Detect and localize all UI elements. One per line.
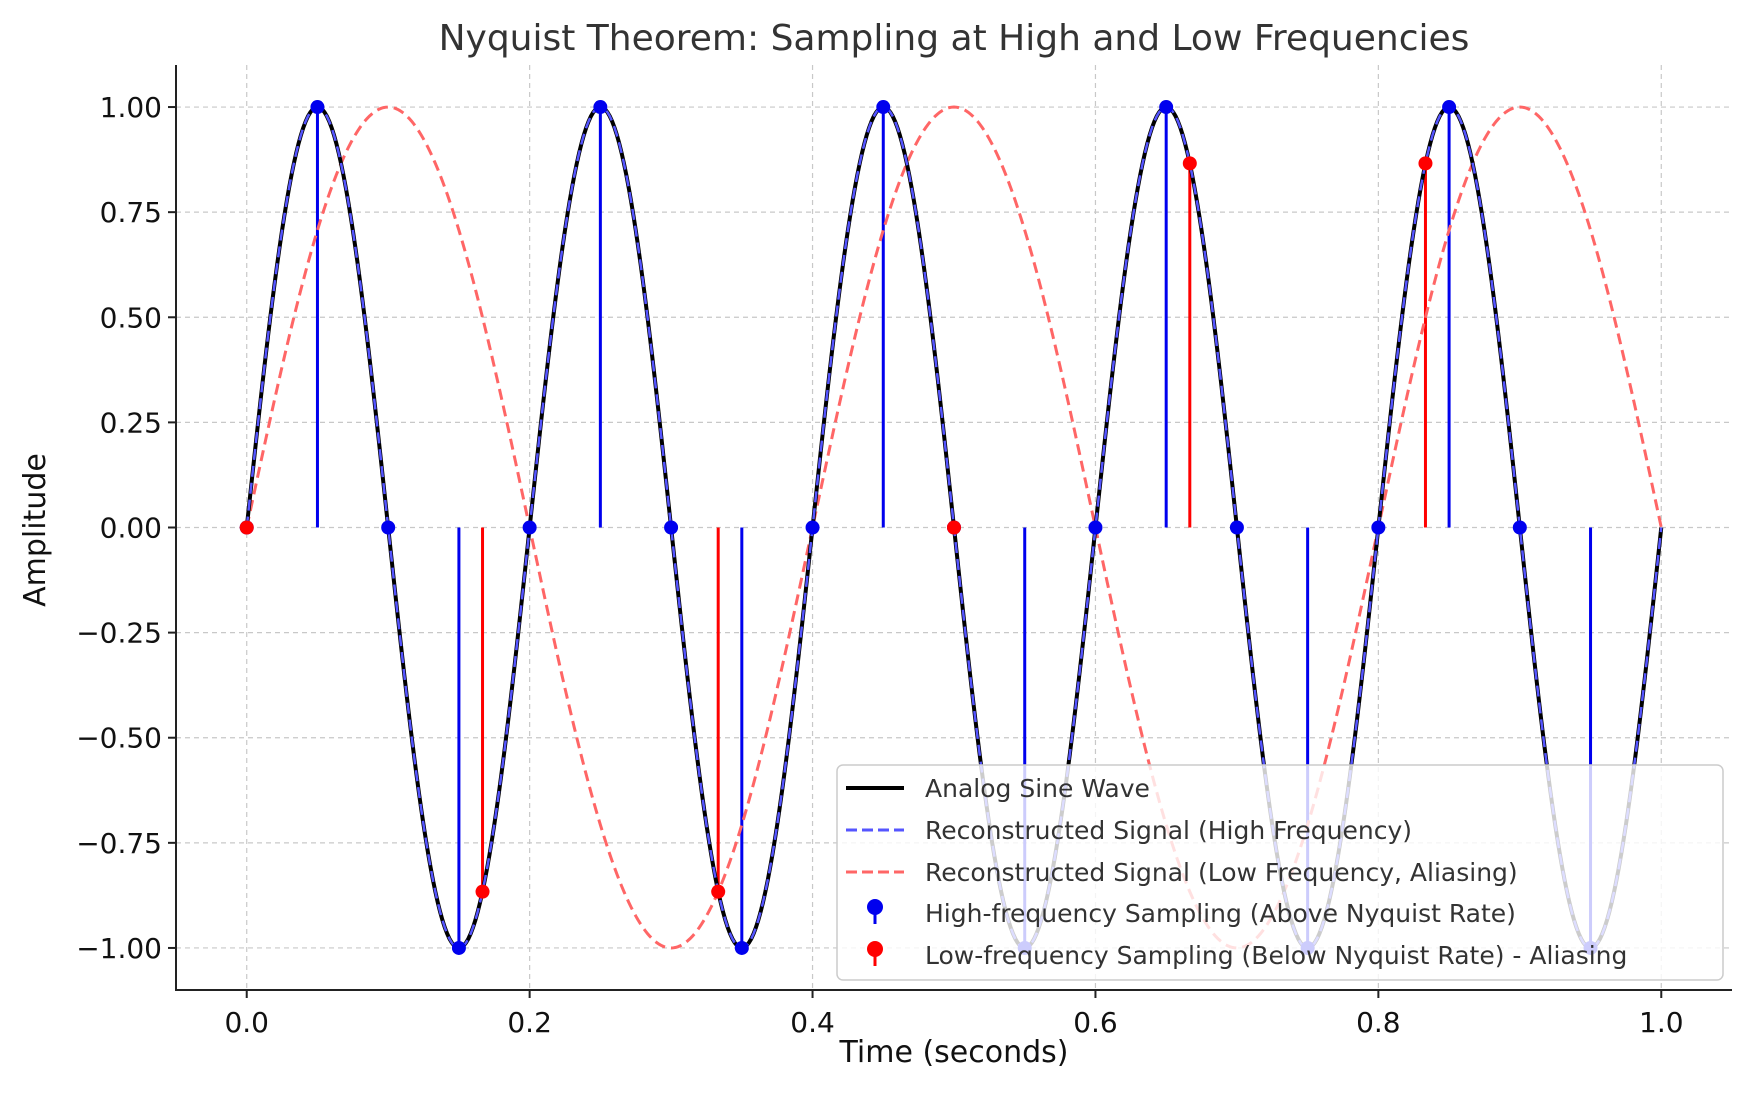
legend-label-low-reconstructed: Reconstructed Signal (Low Frequency, Ali… bbox=[925, 858, 1518, 887]
marker-high-sampling bbox=[522, 520, 537, 535]
legend: Analog Sine Wave Reconstructed Signal (H… bbox=[836, 764, 1724, 981]
marker-low-sampling bbox=[475, 884, 490, 899]
x-tick-label: 0.0 bbox=[224, 1006, 269, 1039]
marker-high-sampling bbox=[1442, 100, 1457, 115]
y-tick-label: −1.00 bbox=[76, 932, 162, 965]
marker-high-sampling bbox=[310, 100, 325, 115]
x-tick-label: 0.6 bbox=[1073, 1006, 1118, 1039]
y-tick-label: −0.25 bbox=[76, 617, 162, 650]
marker-high-sampling bbox=[1229, 520, 1244, 535]
legend-box bbox=[836, 764, 1724, 981]
marker-high-sampling bbox=[1088, 520, 1103, 535]
marker-high-sampling bbox=[1512, 520, 1527, 535]
marker-high-sampling bbox=[805, 520, 820, 535]
legend-label-analog: Analog Sine Wave bbox=[925, 774, 1150, 803]
x-tick-label: 1.0 bbox=[1639, 1006, 1684, 1039]
marker-low-sampling bbox=[711, 884, 726, 899]
marker-low-sampling bbox=[1418, 156, 1433, 171]
y-tick-label: 0.50 bbox=[100, 301, 162, 334]
marker-high-sampling bbox=[451, 940, 466, 955]
y-tick-label: 0.00 bbox=[100, 512, 162, 545]
x-tick-label: 0.4 bbox=[790, 1006, 835, 1039]
x-tick-label: 0.8 bbox=[1356, 1006, 1401, 1039]
legend-label-low-sampling: Low-frequency Sampling (Below Nyquist Ra… bbox=[925, 941, 1627, 970]
legend-label-high-sampling: High-frequency Sampling (Above Nyquist R… bbox=[925, 899, 1516, 928]
marker-high-sampling bbox=[876, 100, 891, 115]
legend-label-high-reconstructed: Reconstructed Signal (High Frequency) bbox=[925, 816, 1412, 845]
marker-high-sampling bbox=[664, 520, 679, 535]
y-tick-label: 1.00 bbox=[100, 91, 162, 124]
marker-high-sampling bbox=[1371, 520, 1386, 535]
marker-low-sampling bbox=[947, 520, 961, 535]
ticks: 0.0 0.2 0.4 0.6 0.8 1.0 1.00 0.75 0.50 0.25 0.00 −0… bbox=[76, 91, 1683, 1039]
x-axis-label: Time (seconds) bbox=[839, 1035, 1069, 1070]
marker-high-sampling bbox=[734, 940, 749, 955]
marker-high-sampling bbox=[1159, 100, 1174, 115]
marker-high-sampling bbox=[593, 100, 608, 115]
marker-low-sampling bbox=[239, 520, 254, 535]
y-tick-label: 0.25 bbox=[100, 406, 162, 439]
y-tick-label: 0.75 bbox=[100, 196, 162, 229]
y-axis-label: Amplitude bbox=[18, 453, 53, 607]
y-tick-label: −0.50 bbox=[76, 722, 162, 755]
legend-marker-high-sampling bbox=[867, 899, 883, 915]
marker-low-sampling bbox=[1182, 156, 1197, 171]
legend-marker-low-sampling bbox=[867, 941, 883, 957]
marker-high-sampling bbox=[381, 520, 396, 535]
y-tick-label: −0.75 bbox=[76, 827, 162, 860]
chart-title: Nyquist Theorem: Sampling at High and Lo… bbox=[439, 18, 1470, 59]
x-tick-label: 0.2 bbox=[507, 1006, 552, 1039]
series-low-reconstructed bbox=[245, 105, 1663, 950]
